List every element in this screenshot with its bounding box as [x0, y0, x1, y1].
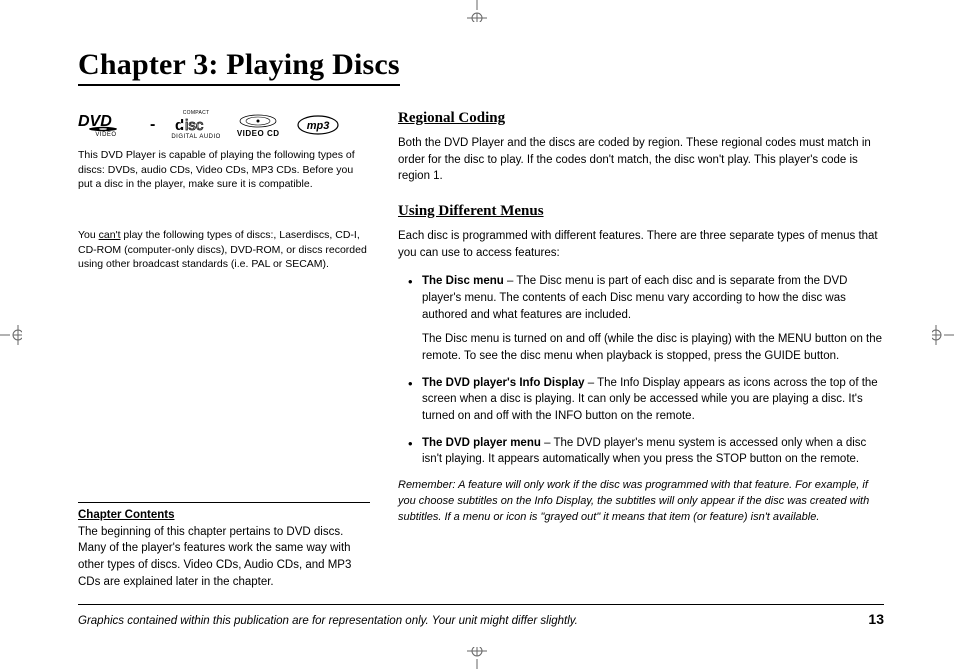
disc-menu-item: The Disc menu – The Disc menu is part of…	[412, 273, 884, 364]
chapter-contents-title: Chapter Contents	[78, 509, 174, 521]
page-footer: Graphics contained within this publicati…	[78, 604, 884, 627]
svg-text:mp3: mp3	[306, 120, 329, 132]
dvd-sublabel: VIDEO	[95, 132, 116, 138]
cant-pre: You	[78, 229, 99, 241]
right-column: Regional Coding Both the DVD Player and …	[398, 104, 884, 590]
info-display-item: The DVD player's Info Display – The Info…	[412, 375, 884, 425]
format-logos: DVD VIDEO - COMPACT d isc DIGITAL AUDIO	[78, 110, 370, 140]
player-menu-item: The DVD player menu – The DVD player's m…	[412, 435, 884, 468]
info-display-bold: The DVD player's Info Display	[422, 377, 585, 389]
cant-post: play the following types of discs:, Lase…	[78, 229, 367, 270]
compatible-note: This DVD Player is capable of playing th…	[78, 148, 370, 192]
disc-menu-bold: The Disc menu	[422, 275, 504, 287]
chapter-title: Chapter 3: Playing Discs	[78, 48, 400, 86]
incompatible-note: You can't play the following types of di…	[78, 228, 370, 272]
player-menu-bold: The DVD player menu	[422, 437, 541, 449]
content-columns: DVD VIDEO - COMPACT d isc DIGITAL AUDIO	[78, 104, 884, 590]
vcd-logo: VIDEO CD	[237, 113, 280, 138]
regional-coding-body: Both the DVD Player and the discs are co…	[398, 135, 884, 185]
regional-coding-heading: Regional Coding	[398, 110, 884, 127]
crop-mark-right	[932, 315, 954, 355]
dash-separator: -	[150, 116, 155, 134]
chapter-contents-body: The beginning of this chapter pertains t…	[78, 526, 351, 588]
crop-mark-left	[0, 315, 22, 355]
chapter-contents: Chapter Contents The beginning of this c…	[78, 502, 370, 590]
vcd-label: VIDEO CD	[237, 129, 280, 138]
page-number: 13	[868, 611, 884, 627]
left-column: DVD VIDEO - COMPACT d isc DIGITAL AUDIO	[78, 104, 370, 590]
crop-mark-top	[457, 0, 497, 22]
using-menus-intro: Each disc is programmed with different f…	[398, 228, 884, 261]
cd-logo: COMPACT d isc DIGITAL AUDIO	[171, 110, 221, 140]
dvd-logo: DVD VIDEO	[78, 112, 134, 138]
remember-note: Remember: A feature will only work if th…	[398, 478, 884, 526]
using-menus-heading: Using Different Menus	[398, 203, 884, 220]
footer-text: Graphics contained within this publicati…	[78, 615, 578, 627]
cant-word: can't	[99, 229, 121, 241]
mp3-logo: mp3	[296, 114, 340, 136]
svg-text:isc: isc	[185, 117, 204, 134]
page: Chapter 3: Playing Discs DVD VIDEO - COM…	[0, 0, 954, 669]
cd-sublabel: DIGITAL AUDIO	[171, 134, 221, 140]
disc-menu-p2: The Disc menu is turned on and off (whil…	[422, 331, 884, 364]
menu-types-list: The Disc menu – The Disc menu is part of…	[398, 273, 884, 468]
crop-mark-bottom	[457, 647, 497, 669]
